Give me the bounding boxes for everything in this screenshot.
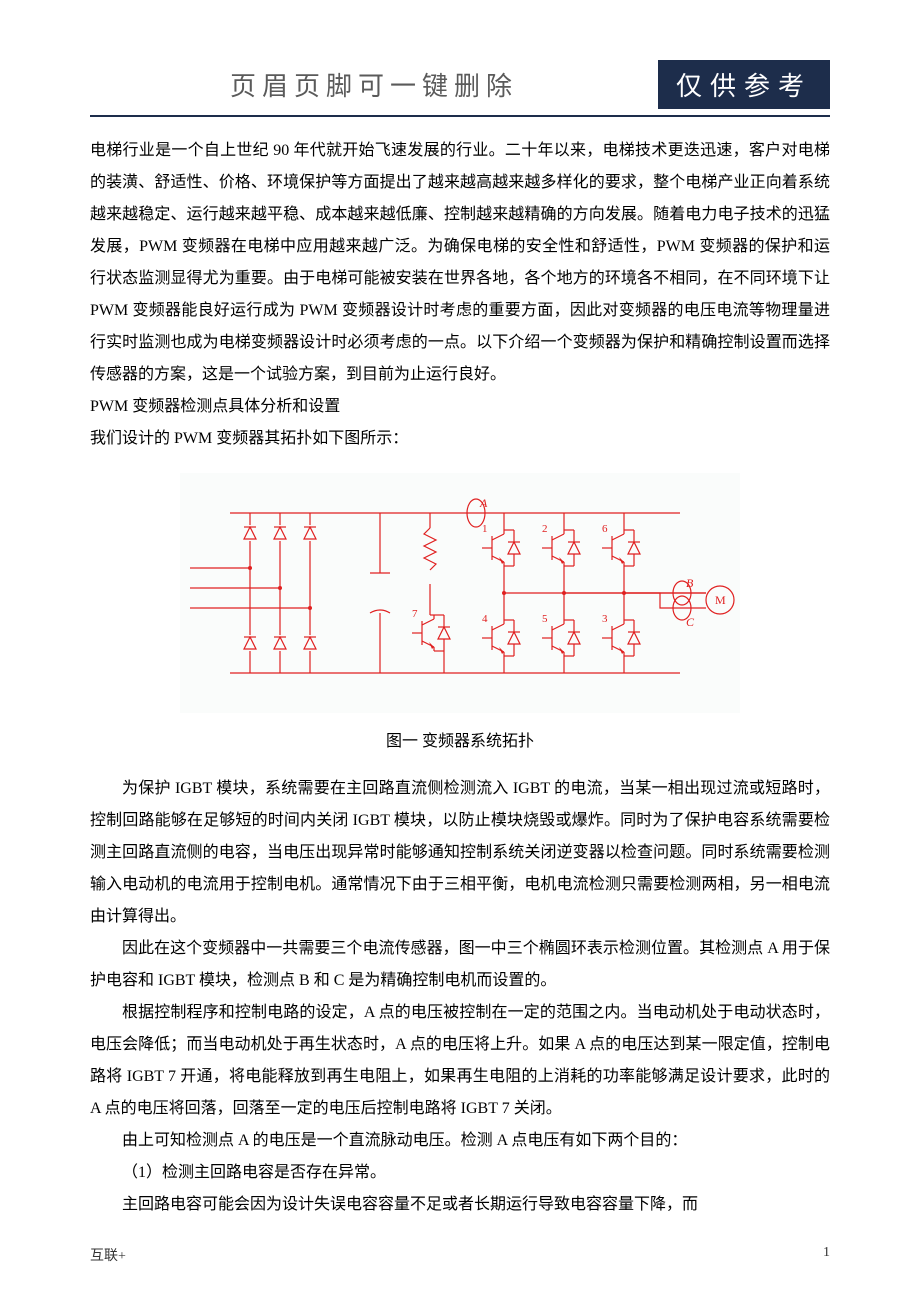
body-text: 电梯行业是一个自上世纪 90 年代就开始飞速发展的行业。二十年以来，电梯技术更迭… <box>90 135 830 455</box>
svg-text:2: 2 <box>542 523 548 535</box>
paragraph-7: 由上可知检测点 A 的电压是一个直流脉动电压。检测 A 点电压有如下两个目的： <box>90 1125 830 1157</box>
svg-text:3: 3 <box>602 613 608 625</box>
paragraph-figure-lead: 我们设计的 PWM 变频器其拓扑如下图所示： <box>90 423 830 455</box>
header-title: 页眉页脚可一键删除 <box>90 60 658 109</box>
footer-page-number: 1 <box>823 1245 830 1265</box>
paragraph-intro: 电梯行业是一个自上世纪 90 年代就开始飞速发展的行业。二十年以来，电梯技术更迭… <box>90 135 830 391</box>
figure-container: 7 1 4 2 5 6 3 M A B C <box>90 473 830 713</box>
page-footer: 互联+ 1 <box>90 1245 830 1265</box>
footer-left: 互联+ <box>90 1245 126 1265</box>
paragraph-6: 根据控制程序和控制电路的设定，A 点的电压被控制在一定的范围之内。当电动机处于电… <box>90 997 830 1125</box>
inverter-topology-diagram: 7 1 4 2 5 6 3 M A B C <box>180 473 740 713</box>
paragraph-4: 为保护 IGBT 模块，系统需要在主回路直流侧检测流入 IGBT 的电流，当某一… <box>90 773 830 933</box>
svg-text:B: B <box>686 576 694 590</box>
svg-text:7: 7 <box>412 608 418 620</box>
svg-text:A: A <box>479 496 488 510</box>
svg-text:5: 5 <box>542 613 548 625</box>
svg-text:C: C <box>686 615 695 629</box>
paragraph-8: （1）检测主回路电容是否存在异常。 <box>90 1157 830 1189</box>
svg-text:4: 4 <box>482 613 488 625</box>
paragraph-5: 因此在这个变频器中一共需要三个电流传感器，图一中三个椭圆环表示检测位置。其检测点… <box>90 933 830 997</box>
document-page: 页眉页脚可一键删除 仅供参考 电梯行业是一个自上世纪 90 年代就开始飞速发展的… <box>0 0 920 1305</box>
figure-caption: 图一 变频器系统拓扑 <box>90 727 830 751</box>
header-rule <box>90 115 830 117</box>
svg-text:1: 1 <box>482 523 488 535</box>
paragraph-section-title: PWM 变频器检测点具体分析和设置 <box>90 391 830 423</box>
svg-text:6: 6 <box>602 523 608 535</box>
svg-text:M: M <box>715 593 726 607</box>
paragraph-9: 主回路电容可能会因为设计失误电容容量不足或者长期运行导致电容容量下降，而 <box>90 1189 830 1221</box>
page-header: 页眉页脚可一键删除 仅供参考 <box>90 60 830 109</box>
body-text-2: 为保护 IGBT 模块，系统需要在主回路直流侧检测流入 IGBT 的电流，当某一… <box>90 773 830 1221</box>
header-badge: 仅供参考 <box>658 60 830 109</box>
